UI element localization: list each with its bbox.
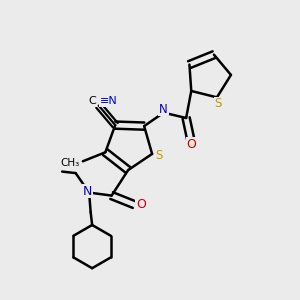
Text: ≡N: ≡N	[100, 96, 117, 106]
Text: O: O	[136, 198, 146, 211]
Text: H: H	[161, 104, 169, 114]
Text: O: O	[186, 138, 196, 151]
Text: C: C	[88, 96, 96, 106]
Text: S: S	[155, 149, 162, 162]
Text: N: N	[159, 103, 167, 116]
Text: S: S	[215, 98, 222, 110]
Text: N: N	[83, 184, 92, 198]
Text: CH₃: CH₃	[61, 158, 80, 168]
